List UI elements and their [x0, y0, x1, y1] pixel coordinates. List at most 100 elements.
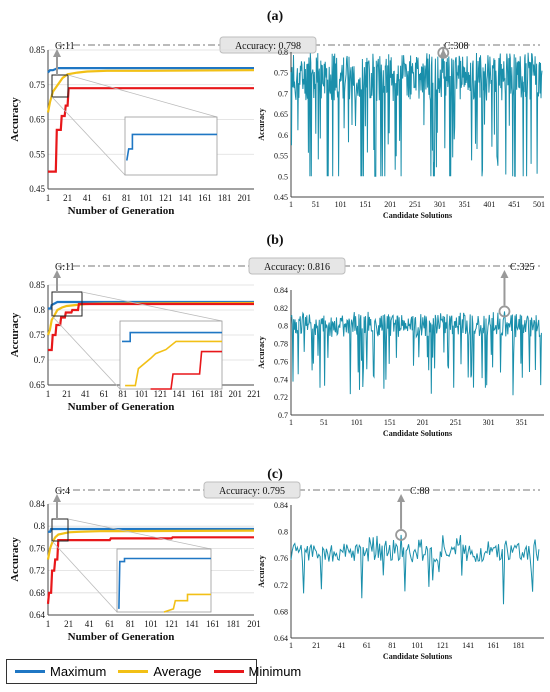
- panel-3-left-xtick-1: 21: [64, 619, 73, 629]
- panel-2-right-xtick-6: 301: [483, 418, 495, 427]
- panel-2-series-minimum: [48, 302, 254, 352]
- panel-3-zoom-connector: [67, 518, 212, 550]
- panel-3-right-ylabel: Accuracy: [257, 555, 266, 587]
- panel-3-gen-arrowhead: [53, 494, 61, 502]
- panel-3-zoom-connector: [51, 540, 118, 613]
- panel-2-left-ytick-0: 0.65: [29, 380, 45, 390]
- panel-2-best-arrowhead: [500, 270, 509, 278]
- panel-3-left-xlabel: Number of Generation: [68, 631, 175, 643]
- legend-swatch-average: [118, 670, 149, 673]
- legend: Maximum Average Minimum: [6, 659, 301, 684]
- panel-2-right-ytick-4: 0.78: [274, 340, 288, 349]
- panel-1-right-xtick-0: 1: [289, 200, 293, 209]
- panel-2-candidate-annotation: C:325: [510, 262, 534, 273]
- panel-3-candidate-series: [290, 534, 540, 605]
- panel-1-right-xtick-7: 351: [459, 200, 471, 209]
- panel-2-inset-curve-2: [150, 350, 222, 390]
- panel-3-right-xtick-5: 101: [412, 641, 424, 650]
- panel-3-left-ytick-1: 0.68: [29, 588, 45, 598]
- panel-2-left-xtick-1: 21: [62, 389, 71, 399]
- panel-3-inset-curve-1: [163, 593, 211, 613]
- panel-1-right-xtick-4: 201: [384, 200, 396, 209]
- panel-1-left-ylabel: Accuracy: [9, 97, 21, 142]
- panel-3-left-ytick-3: 0.76: [29, 543, 45, 553]
- panel-2-inset-curve-0: [122, 331, 222, 343]
- panel-2-zoom-connector: [81, 291, 223, 322]
- panel-2-right-ytick-1: 0.72: [274, 393, 288, 402]
- panel-2-gen-annotation: G:11: [55, 262, 75, 273]
- panel-3-right-ytick-3: 0.76: [274, 554, 288, 563]
- panel-3-left-xtick-8: 161: [206, 619, 220, 629]
- panel-1-left-ytick-2: 0.65: [29, 115, 45, 125]
- panel-3-right-ytick-0: 0.64: [274, 634, 288, 643]
- panel-1-right-ytick-4: 0.65: [274, 110, 288, 119]
- panel-1-left-xlabel: Number of Generation: [68, 205, 175, 217]
- panel-1-zoom-inset: [124, 116, 218, 176]
- panel-2-left-xtick-4: 81: [118, 389, 127, 399]
- panel-3-left-ytick-4: 0.8: [34, 521, 46, 531]
- panel-2-left-ytick-1: 0.7: [34, 355, 46, 365]
- panel-2-left-xtick-0: 1: [46, 389, 51, 399]
- panel-2-series-maximum: [48, 300, 254, 310]
- panel-1-right-xtick-8: 401: [483, 200, 495, 209]
- panel-1-left-xtick-3: 61: [102, 193, 111, 203]
- panel-1-inset-curve-0: [126, 133, 217, 161]
- panel-1-candidate-series: [290, 52, 543, 177]
- panel-1-gen-annotation: G:11: [55, 41, 75, 52]
- panel-1-zoom-connector: [67, 74, 218, 118]
- panel-1-gen-arrowhead: [53, 49, 61, 57]
- panel-1-left-ytick-0: 0.45: [29, 184, 45, 194]
- panel-3-right-ytick-1: 0.68: [274, 607, 288, 616]
- panel-1-right-xtick-6: 301: [434, 200, 446, 209]
- panel-3-left-ylabel: Accuracy: [9, 537, 21, 582]
- legend-item-average: Average: [118, 664, 202, 679]
- panel-3-right-xtick-7: 141: [462, 641, 474, 650]
- panel-1-left-xtick-9: 181: [218, 193, 232, 203]
- panel-2-left-ytick-3: 0.8: [34, 305, 46, 315]
- panel-2-left-ylabel: Accuracy: [9, 312, 21, 357]
- panel-3-right-ytick-4: 0.8: [278, 528, 288, 537]
- panel-1-left-xtick-5: 101: [139, 193, 153, 203]
- panel-2-right-ytick-0: 0.7: [278, 411, 288, 420]
- panel-3-series-minimum: [46, 536, 254, 604]
- panel-2-right-xtick-4: 201: [417, 418, 429, 427]
- panel-3-left-xtick-3: 61: [105, 619, 114, 629]
- panel-2-left-xtick-7: 141: [172, 389, 186, 399]
- panel-2-right-xtick-5: 251: [450, 418, 462, 427]
- panel-3-left-xtick-0: 1: [46, 619, 51, 629]
- panel-3-accuracy-label: Accuracy: 0.795: [219, 486, 285, 497]
- panel-1-right-xtick-9: 451: [508, 200, 520, 209]
- panel-3-left-ytick-5: 0.84: [29, 499, 45, 509]
- panel-3-right-xtick-6: 121: [437, 641, 449, 650]
- panel-1-series-maximum: [47, 67, 254, 74]
- panel-2-right-xtick-0: 1: [289, 418, 293, 427]
- panel-2-right-xtick-3: 151: [384, 418, 396, 427]
- panel-2-right-xtick-1: 51: [320, 418, 328, 427]
- panel-1-right-ytick-3: 0.6: [278, 131, 288, 140]
- panel-2-left-xtick-6: 121: [154, 389, 168, 399]
- panel-1-right-ytick-6: 0.75: [274, 69, 288, 78]
- panel-3-left-xtick-5: 101: [144, 619, 158, 629]
- panel-1-right-xtick-3: 151: [359, 200, 371, 209]
- panel-2-best-marker: [498, 305, 511, 318]
- panel-3-right-ytick-2: 0.72: [274, 581, 288, 590]
- panel-2-right-ytick-3: 0.76: [274, 357, 288, 366]
- panel-2-right-xlabel: Candidate Solutions: [383, 429, 452, 438]
- panel-1-left-xtick-1: 21: [63, 193, 72, 203]
- panel-1-right-ytick-1: 0.5: [278, 172, 288, 181]
- panel-2-left-xtick-2: 41: [81, 389, 90, 399]
- legend-item-minimum: Minimum: [213, 664, 301, 679]
- panel-1-left-xtick-8: 161: [198, 193, 212, 203]
- legend-item-maximum: Maximum: [15, 664, 106, 679]
- panel-2-left-xlabel: Number of Generation: [68, 401, 175, 413]
- panel-3-right-xlabel: Candidate Solutions: [383, 652, 452, 661]
- panel-3-right-xtick-9: 181: [513, 641, 525, 650]
- panel-2-right-ytick-2: 0.74: [274, 375, 288, 384]
- panel-3-right-xtick-3: 61: [363, 641, 371, 650]
- panel-1-zoom-region: [51, 74, 69, 98]
- panel-1-best-arrowhead: [439, 49, 448, 57]
- panel-3-left-ytick-2: 0.72: [29, 566, 45, 576]
- panel-1-left-xtick-7: 141: [179, 193, 193, 203]
- panel-3-series-maximum: [48, 527, 254, 533]
- panel-3-series-average: [46, 529, 255, 560]
